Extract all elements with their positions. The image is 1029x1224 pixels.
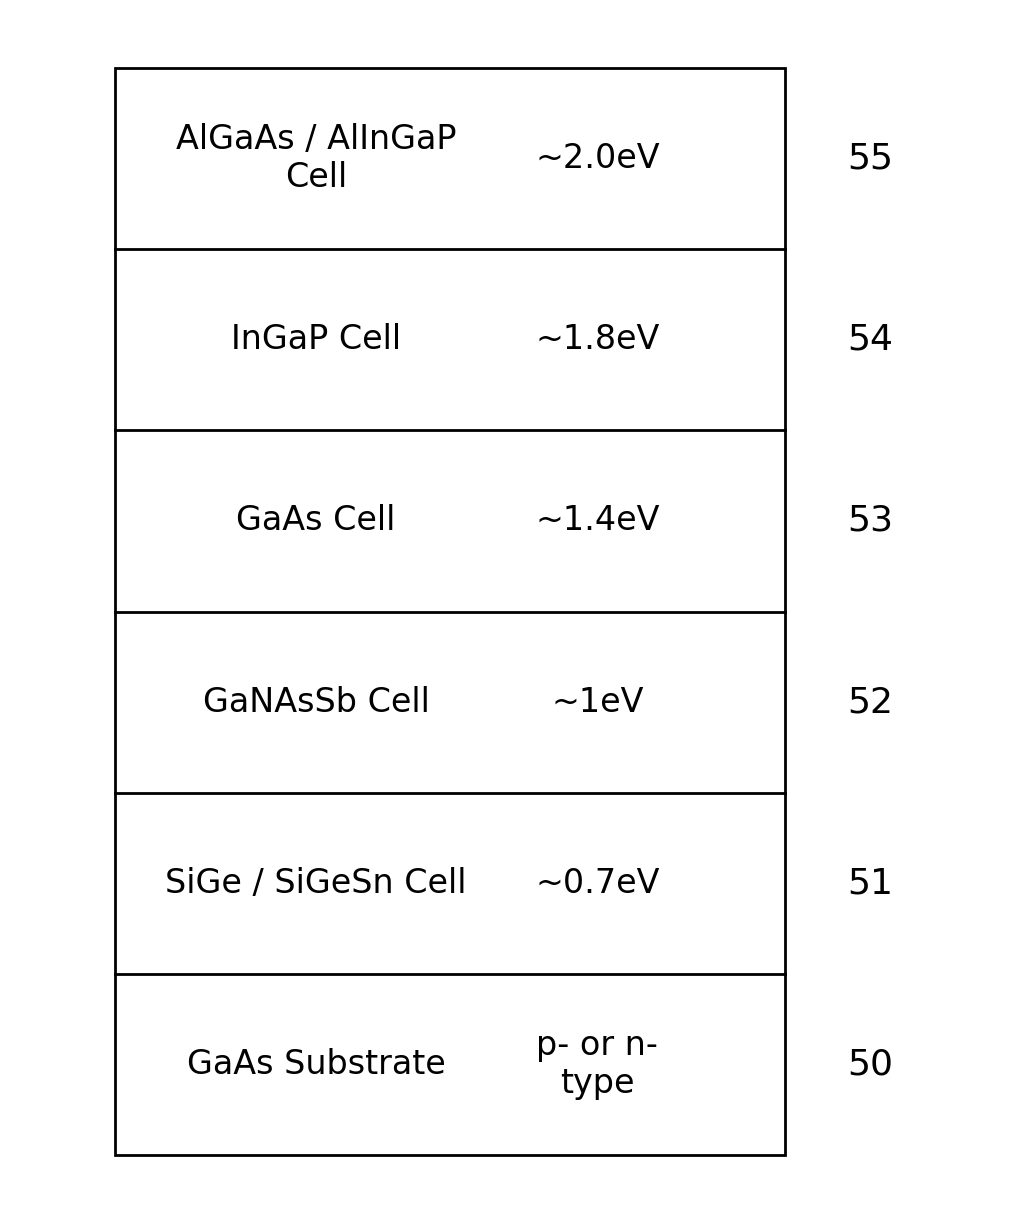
Text: 55: 55: [847, 142, 893, 175]
Text: GaAs Cell: GaAs Cell: [237, 504, 396, 537]
Text: SiGe / SiGeSn Cell: SiGe / SiGeSn Cell: [166, 867, 467, 900]
Text: ~2.0eV: ~2.0eV: [535, 142, 660, 175]
Text: ~0.7eV: ~0.7eV: [535, 867, 660, 900]
Text: 54: 54: [847, 323, 893, 356]
Text: ~1.4eV: ~1.4eV: [535, 504, 660, 537]
Text: ~1.8eV: ~1.8eV: [535, 323, 660, 356]
Text: 50: 50: [847, 1048, 893, 1082]
Text: InGaP Cell: InGaP Cell: [230, 323, 401, 356]
Text: 52: 52: [847, 685, 893, 718]
Text: GaNAsSb Cell: GaNAsSb Cell: [203, 685, 429, 718]
Bar: [115, 69, 785, 1155]
Text: AlGaAs / AlInGaP
Cell: AlGaAs / AlInGaP Cell: [176, 122, 456, 195]
Text: p- or n-
type: p- or n- type: [536, 1029, 659, 1100]
Text: 53: 53: [847, 504, 893, 537]
Text: GaAs Substrate: GaAs Substrate: [186, 1048, 446, 1081]
Text: 51: 51: [847, 867, 893, 900]
Text: ~1eV: ~1eV: [552, 685, 644, 718]
